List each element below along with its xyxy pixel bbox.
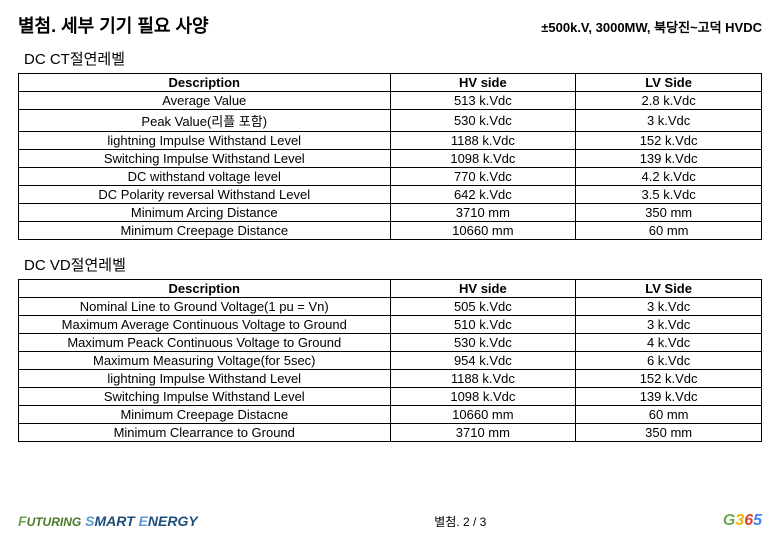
- cell-description: lightning Impulse Withstand Level: [19, 132, 391, 150]
- table-row: Maximum Measuring Voltage(for 5sec)954 k…: [19, 352, 762, 370]
- cell-description: Maximum Measuring Voltage(for 5sec): [19, 352, 391, 370]
- table-row: Maximum Average Continuous Voltage to Gr…: [19, 316, 762, 334]
- cell-hv: 3710 mm: [390, 424, 576, 442]
- cell-lv: 60 mm: [576, 222, 762, 240]
- page-subtitle: ±500k.V, 3000MW, 북당진~고덕 HVDC: [541, 17, 762, 36]
- col-description: Description: [19, 74, 391, 92]
- table-row: Minimum Arcing Distance3710 mm350 mm: [19, 204, 762, 222]
- cell-description: Maximum Peack Continuous Voltage to Grou…: [19, 334, 391, 352]
- page-title: 별첨. 세부 기기 필요 사양: [18, 12, 209, 38]
- cell-lv: 4.2 k.Vdc: [576, 168, 762, 186]
- table-row: Minimum Clearrance to Ground3710 mm350 m…: [19, 424, 762, 442]
- cell-lv: 4 k.Vdc: [576, 334, 762, 352]
- cell-description: Minimum Arcing Distance: [19, 204, 391, 222]
- cell-hv: 513 k.Vdc: [390, 92, 576, 110]
- cell-hv: 530 k.Vdc: [390, 334, 576, 352]
- table-vd: Description HV side LV Side Nominal Line…: [18, 279, 762, 442]
- table-row: Minimum Creepage Distacne10660 mm60 mm: [19, 406, 762, 424]
- cell-lv: 139 k.Vdc: [576, 150, 762, 168]
- col-lv: LV Side: [576, 74, 762, 92]
- col-hv: HV side: [390, 74, 576, 92]
- cell-hv: 510 k.Vdc: [390, 316, 576, 334]
- table-row: Switching Impulse Withstand Level1098 k.…: [19, 150, 762, 168]
- cell-description: Switching Impulse Withstand Level: [19, 150, 391, 168]
- page-number: 별첨. 2 / 3: [434, 513, 486, 530]
- cell-hv: 1188 k.Vdc: [390, 370, 576, 388]
- cell-description: DC withstand voltage level: [19, 168, 391, 186]
- cell-description: Maximum Average Continuous Voltage to Gr…: [19, 316, 391, 334]
- cell-description: lightning Impulse Withstand Level: [19, 370, 391, 388]
- table-row: lightning Impulse Withstand Level1188 k.…: [19, 132, 762, 150]
- table-row: Average Value513 k.Vdc2.8 k.Vdc: [19, 92, 762, 110]
- cell-hv: 505 k.Vdc: [390, 298, 576, 316]
- cell-lv: 3.5 k.Vdc: [576, 186, 762, 204]
- table-row: Nominal Line to Ground Voltage(1 pu = Vn…: [19, 298, 762, 316]
- cell-hv: 3710 mm: [390, 204, 576, 222]
- table-header-row: Description HV side LV Side: [19, 280, 762, 298]
- cell-description: Nominal Line to Ground Voltage(1 pu = Vn…: [19, 298, 391, 316]
- cell-lv: 6 k.Vdc: [576, 352, 762, 370]
- page-header: 별첨. 세부 기기 필요 사양 ±500k.V, 3000MW, 북당진~고덕 …: [18, 12, 762, 38]
- cell-lv: 350 mm: [576, 424, 762, 442]
- logo-g365: G365: [723, 512, 762, 530]
- cell-hv: 642 k.Vdc: [390, 186, 576, 204]
- table-row: lightning Impulse Withstand Level1188 k.…: [19, 370, 762, 388]
- col-description: Description: [19, 280, 391, 298]
- cell-hv: 1098 k.Vdc: [390, 388, 576, 406]
- table-header-row: Description HV side LV Side: [19, 74, 762, 92]
- cell-hv: 530 k.Vdc: [390, 110, 576, 132]
- table-ct: Description HV side LV Side Average Valu…: [18, 73, 762, 240]
- table-row: Peak Value(리플 포함)530 k.Vdc3 k.Vdc: [19, 110, 762, 132]
- table-row: Switching Impulse Withstand Level1098 k.…: [19, 388, 762, 406]
- table-row: Maximum Peack Continuous Voltage to Grou…: [19, 334, 762, 352]
- cell-lv: 139 k.Vdc: [576, 388, 762, 406]
- cell-description: Minimum Creepage Distacne: [19, 406, 391, 424]
- table-row: DC withstand voltage level770 k.Vdc4.2 k…: [19, 168, 762, 186]
- cell-lv: 152 k.Vdc: [576, 370, 762, 388]
- cell-description: Minimum Clearrance to Ground: [19, 424, 391, 442]
- section2-label: DC VD절연레벨: [24, 254, 762, 275]
- cell-description: DC Polarity reversal Withstand Level: [19, 186, 391, 204]
- cell-hv: 1098 k.Vdc: [390, 150, 576, 168]
- cell-lv: 60 mm: [576, 406, 762, 424]
- cell-description: Minimum Creepage Distance: [19, 222, 391, 240]
- cell-description: Switching Impulse Withstand Level: [19, 388, 391, 406]
- logo-futuring: FUTURING SMART ENERGY: [18, 513, 198, 529]
- cell-description: Peak Value(리플 포함): [19, 110, 391, 132]
- section1-label: DC CT절연레벨: [24, 48, 762, 69]
- cell-lv: 152 k.Vdc: [576, 132, 762, 150]
- cell-lv: 350 mm: [576, 204, 762, 222]
- cell-lv: 2.8 k.Vdc: [576, 92, 762, 110]
- cell-hv: 770 k.Vdc: [390, 168, 576, 186]
- table-row: DC Polarity reversal Withstand Level642 …: [19, 186, 762, 204]
- cell-lv: 3 k.Vdc: [576, 316, 762, 334]
- col-hv: HV side: [390, 280, 576, 298]
- cell-lv: 3 k.Vdc: [576, 110, 762, 132]
- cell-hv: 954 k.Vdc: [390, 352, 576, 370]
- cell-hv: 10660 mm: [390, 406, 576, 424]
- cell-hv: 1188 k.Vdc: [390, 132, 576, 150]
- cell-lv: 3 k.Vdc: [576, 298, 762, 316]
- table-row: Minimum Creepage Distance10660 mm60 mm: [19, 222, 762, 240]
- cell-description: Average Value: [19, 92, 391, 110]
- page-footer: FUTURING SMART ENERGY 별첨. 2 / 3 G365: [18, 512, 762, 530]
- col-lv: LV Side: [576, 280, 762, 298]
- cell-hv: 10660 mm: [390, 222, 576, 240]
